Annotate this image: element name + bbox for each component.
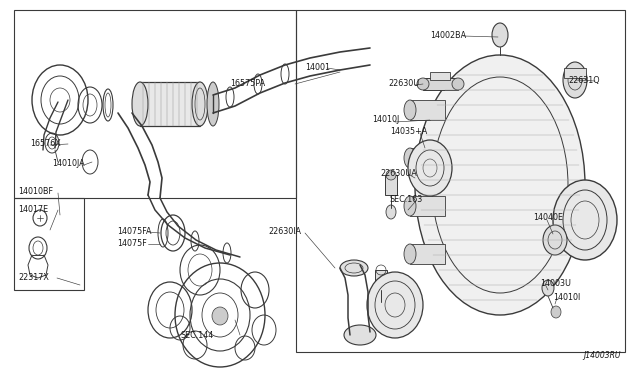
Text: 22631Q: 22631Q xyxy=(568,76,600,84)
Ellipse shape xyxy=(415,55,585,315)
Text: 14010BF: 14010BF xyxy=(18,186,53,196)
Text: 14075FA: 14075FA xyxy=(117,227,152,235)
Text: 22317X: 22317X xyxy=(18,273,49,282)
Ellipse shape xyxy=(417,78,429,90)
Text: 14001: 14001 xyxy=(305,64,330,73)
Bar xyxy=(410,100,445,120)
Bar xyxy=(385,175,397,195)
Bar xyxy=(430,72,450,80)
Text: 22630U: 22630U xyxy=(388,80,419,89)
Bar xyxy=(296,10,625,352)
Ellipse shape xyxy=(212,307,228,325)
Text: 14017E: 14017E xyxy=(18,205,48,215)
Bar xyxy=(14,10,296,198)
Ellipse shape xyxy=(408,140,452,196)
Ellipse shape xyxy=(404,244,416,264)
Text: SEC.144: SEC.144 xyxy=(180,330,214,340)
Ellipse shape xyxy=(340,260,368,276)
Text: 16576X: 16576X xyxy=(30,138,61,148)
Ellipse shape xyxy=(386,170,396,180)
Text: 14040E: 14040E xyxy=(533,214,563,222)
Bar xyxy=(375,270,387,290)
Ellipse shape xyxy=(207,82,219,126)
Text: 22630UA: 22630UA xyxy=(380,169,417,177)
Ellipse shape xyxy=(386,205,396,219)
Text: 14003U: 14003U xyxy=(540,279,571,288)
Ellipse shape xyxy=(452,78,464,90)
Text: 14010J: 14010J xyxy=(372,115,399,125)
Ellipse shape xyxy=(373,296,389,316)
Ellipse shape xyxy=(344,325,376,345)
Text: 14035+A: 14035+A xyxy=(390,126,428,135)
Bar xyxy=(410,196,445,216)
Bar xyxy=(410,244,445,264)
Ellipse shape xyxy=(551,306,561,318)
Bar xyxy=(564,68,586,78)
Ellipse shape xyxy=(542,280,554,296)
Ellipse shape xyxy=(132,82,148,126)
Bar xyxy=(410,148,445,168)
Ellipse shape xyxy=(492,23,508,47)
Text: SEC.163: SEC.163 xyxy=(390,196,423,205)
Bar xyxy=(14,198,84,290)
Text: 16575PA: 16575PA xyxy=(230,78,265,87)
Text: 14075F: 14075F xyxy=(117,238,147,247)
Ellipse shape xyxy=(543,225,567,255)
Ellipse shape xyxy=(563,62,587,98)
Ellipse shape xyxy=(404,148,416,168)
Ellipse shape xyxy=(192,82,208,126)
Text: 14002BA: 14002BA xyxy=(430,31,466,39)
Bar xyxy=(140,82,200,126)
Ellipse shape xyxy=(367,272,423,338)
Text: 22630IA: 22630IA xyxy=(268,228,301,237)
Ellipse shape xyxy=(404,196,416,216)
Text: 14010JA: 14010JA xyxy=(52,158,84,167)
Text: J14003RU: J14003RU xyxy=(584,351,621,360)
Bar xyxy=(423,78,458,90)
Text: 14010I: 14010I xyxy=(553,292,580,301)
Ellipse shape xyxy=(553,180,617,260)
Ellipse shape xyxy=(404,100,416,120)
